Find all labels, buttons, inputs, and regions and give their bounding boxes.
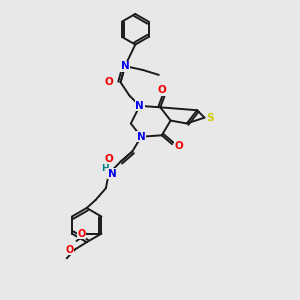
- Text: S: S: [206, 112, 214, 123]
- Text: N: N: [121, 61, 129, 71]
- Text: O: O: [77, 229, 86, 238]
- Text: O: O: [158, 85, 167, 95]
- Text: N: N: [135, 101, 144, 111]
- Text: N: N: [108, 169, 117, 178]
- Text: N: N: [137, 132, 146, 142]
- Text: H: H: [101, 164, 109, 173]
- Text: O: O: [65, 244, 74, 254]
- Text: O: O: [174, 141, 183, 151]
- Text: O: O: [105, 154, 114, 164]
- Text: O: O: [105, 77, 114, 87]
